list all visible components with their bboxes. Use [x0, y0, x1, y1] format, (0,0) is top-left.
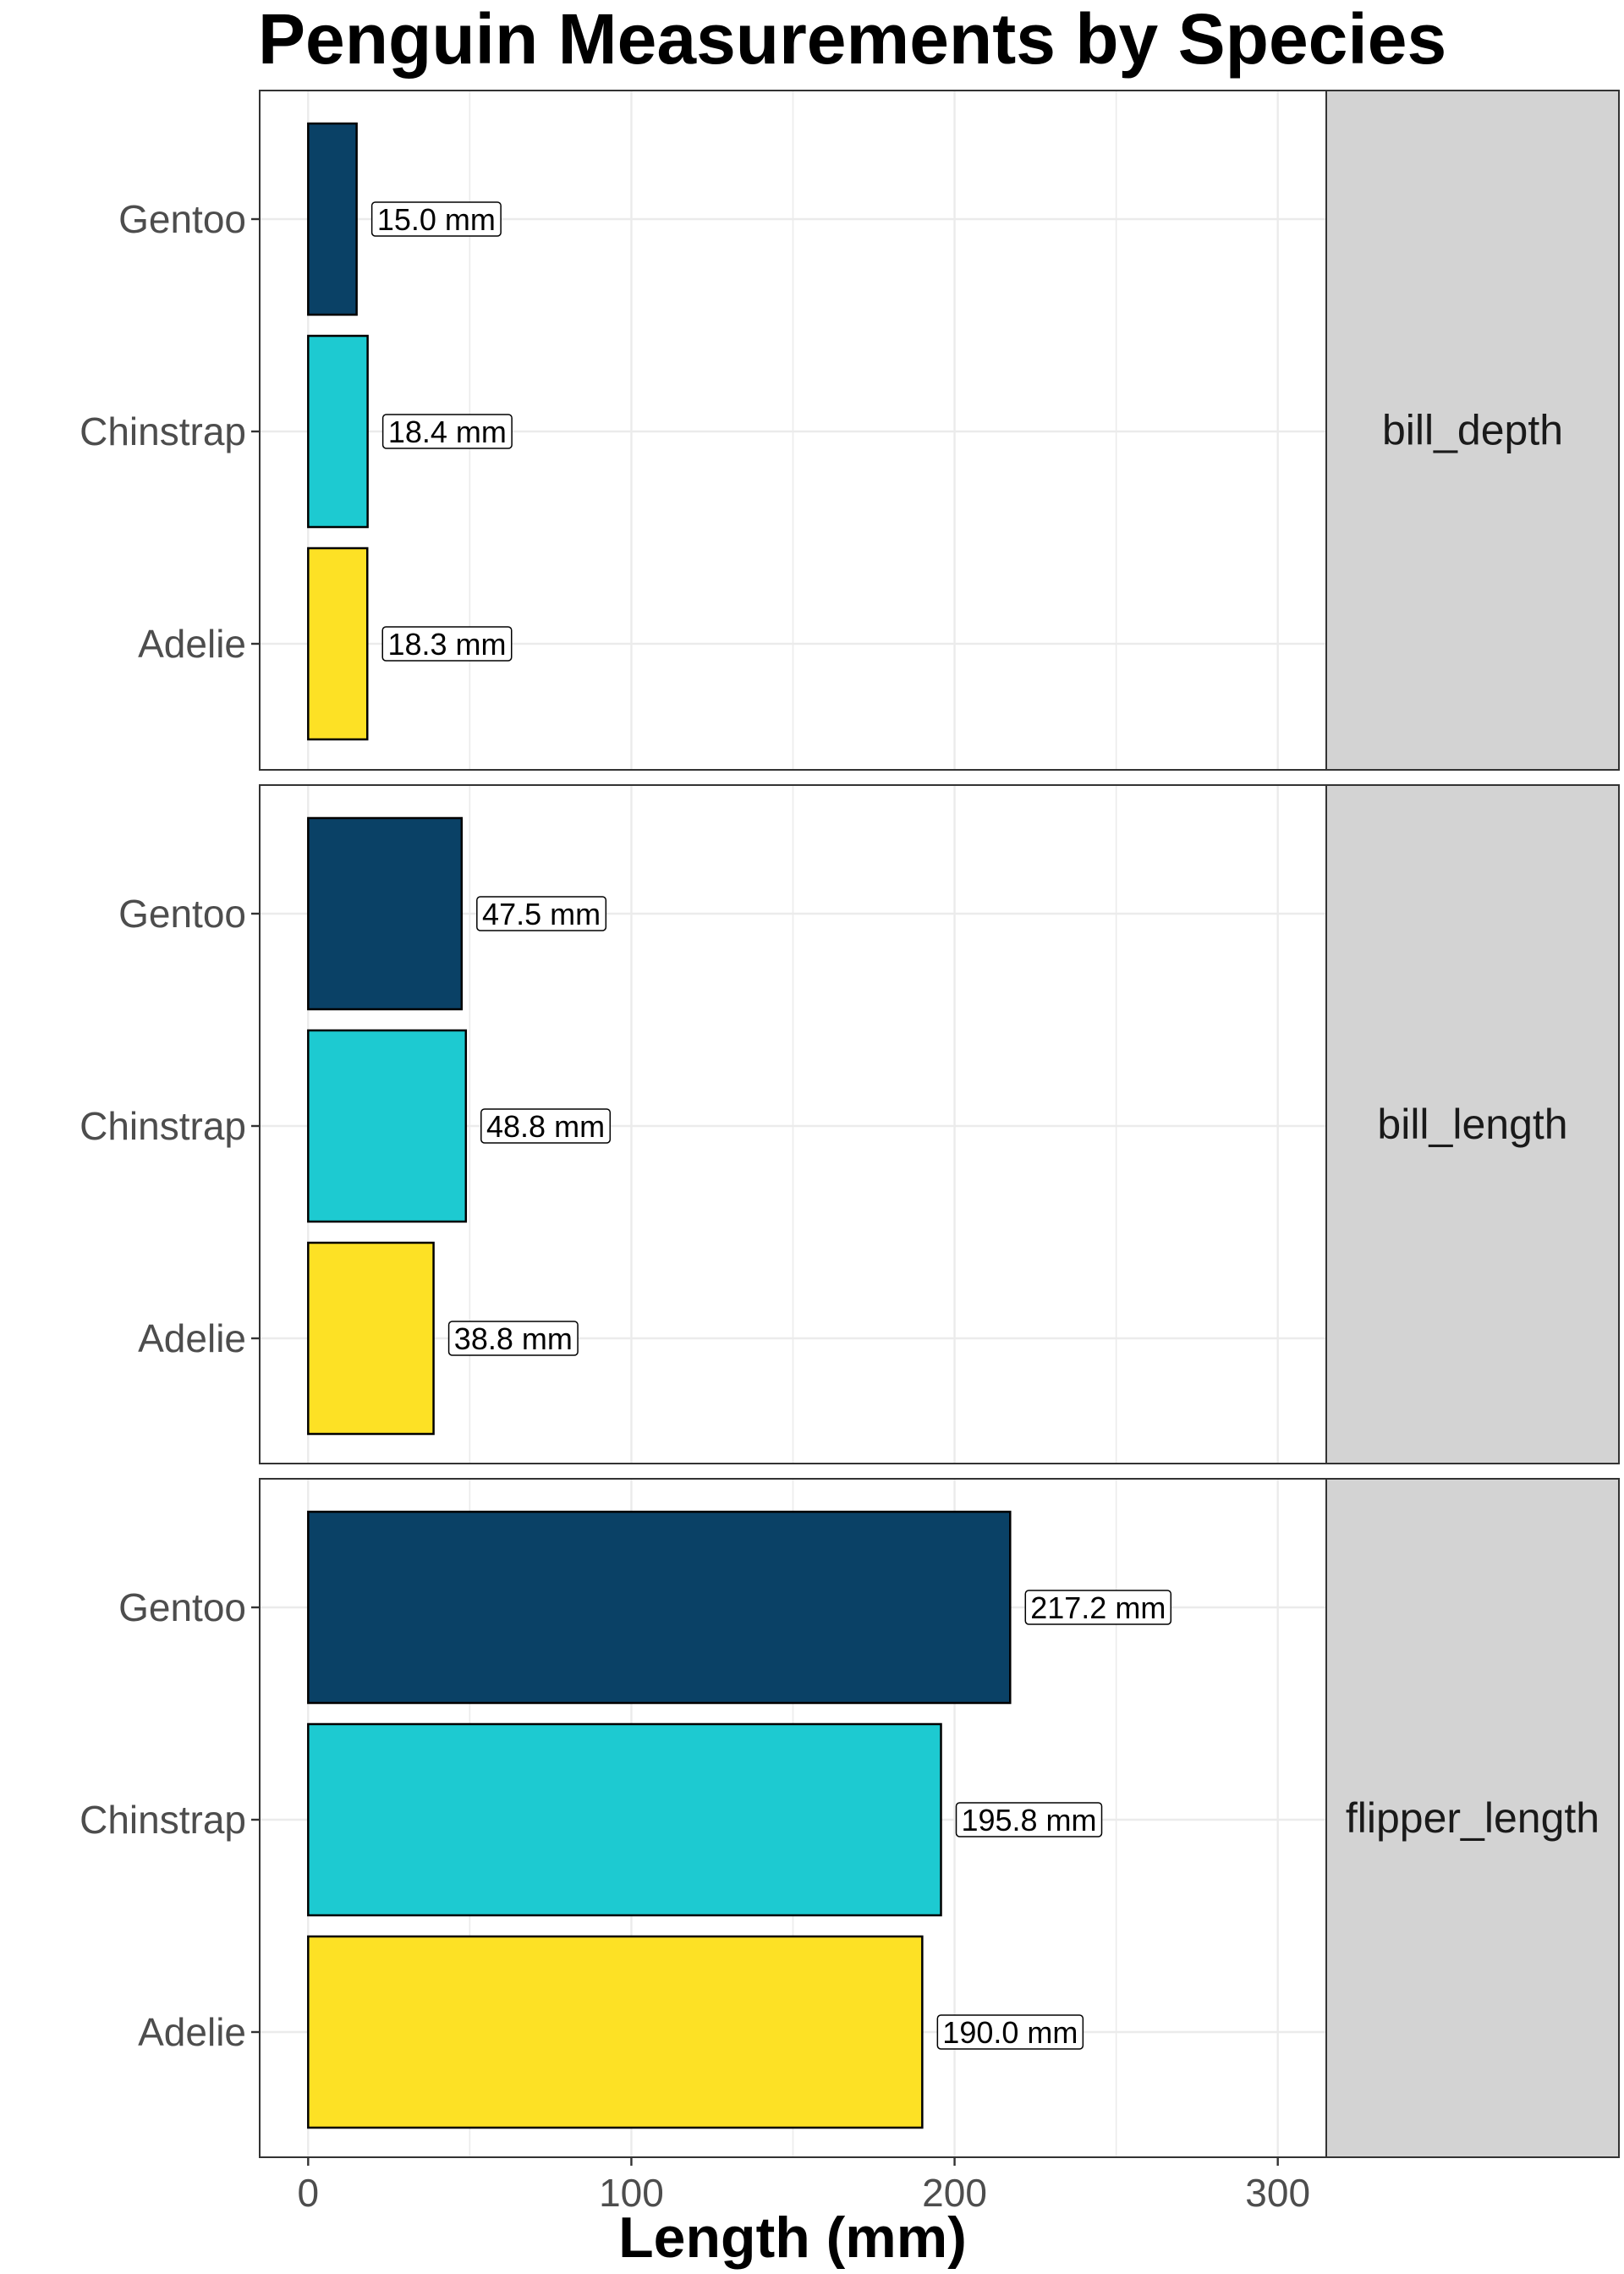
y-tick-label: Gentoo: [118, 892, 246, 936]
data-label: 15.0 mm: [377, 202, 496, 237]
data-label: 38.8 mm: [454, 1321, 573, 1356]
bar-bill_length-adelie: [307, 1241, 435, 1436]
y-tick-label: Adelie: [138, 2010, 246, 2054]
y-tick-label: Chinstrap: [80, 409, 246, 453]
facet-strip: [1325, 784, 1620, 1464]
bar-flipper_length-adelie: [307, 1935, 924, 2129]
data-label-box: [480, 1108, 612, 1144]
data-label-box: [955, 1802, 1103, 1837]
data-label-box: [381, 626, 513, 662]
facet-strip-label: bill_length: [1377, 1101, 1567, 1148]
facet-panel-flipper_length: 217.2 mm 195.8 mm 190.0 mm flipper_length Ge…: [80, 1478, 1620, 2158]
data-label-box: [381, 414, 513, 449]
y-tick-label: Gentoo: [118, 1585, 246, 1629]
data-label: 18.3 mm: [387, 627, 506, 662]
data-label: 190.0 mm: [942, 2015, 1078, 2050]
x-tick-label: 200: [922, 2171, 987, 2215]
data-label: 217.2 mm: [1030, 1590, 1166, 1625]
facet-panel-bill_length: 47.5 mm 48.8 mm 38.8 mm bill_length Gentoo Ch…: [80, 784, 1620, 1464]
data-label-box: [1024, 1590, 1172, 1625]
data-label-box: [447, 1321, 579, 1356]
bar-flipper_length-chinstrap: [307, 1722, 942, 1917]
x-axis: 0 100 200 300: [298, 2157, 1310, 2215]
data-label: 47.5 mm: [482, 897, 601, 931]
bar-bill_depth-adelie: [307, 547, 369, 741]
facet-strip: [1325, 1478, 1620, 2158]
y-tick-label: Chinstrap: [80, 1104, 246, 1148]
data-label-box: [936, 2014, 1084, 2050]
x-tick-label: 300: [1245, 2171, 1310, 2215]
facet-strip: [1325, 90, 1620, 771]
facet-strip-label: bill_depth: [1382, 407, 1563, 454]
bar-flipper_length-gentoo: [307, 1510, 1012, 1705]
data-label-box: [476, 896, 607, 931]
x-tick-label: 100: [599, 2171, 664, 2215]
bar-bill_length-chinstrap: [307, 1029, 468, 1223]
y-tick-label: Chinstrap: [80, 1798, 246, 1842]
facet-panel-bill_depth: 15.0 mm 18.4 mm 18.3 mm bill_depth Gentoo Chi…: [80, 90, 1620, 771]
data-label: 18.4 mm: [388, 415, 507, 449]
chart-title: Penguin Measurements by Species: [258, 0, 1446, 79]
data-label-box: [370, 201, 502, 237]
bar-bill_length-gentoo: [307, 816, 464, 1011]
y-tick-label: Gentoo: [118, 197, 246, 241]
data-label: 48.8 mm: [486, 1109, 605, 1144]
facet-panels: 15.0 mm 18.4 mm 18.3 mm bill_depth Gentoo Chi…: [80, 90, 1620, 2158]
x-axis-title: Length (mm): [618, 2205, 967, 2270]
data-label: 195.8 mm: [961, 1803, 1096, 1837]
y-tick-label: Adelie: [138, 1316, 246, 1360]
bar-bill_depth-chinstrap: [307, 334, 369, 529]
x-tick-label: 0: [298, 2171, 320, 2215]
y-tick-label: Adelie: [138, 622, 246, 666]
facet-strip-label: flipper_length: [1346, 1794, 1599, 1842]
bar-bill_depth-gentoo: [307, 122, 358, 316]
